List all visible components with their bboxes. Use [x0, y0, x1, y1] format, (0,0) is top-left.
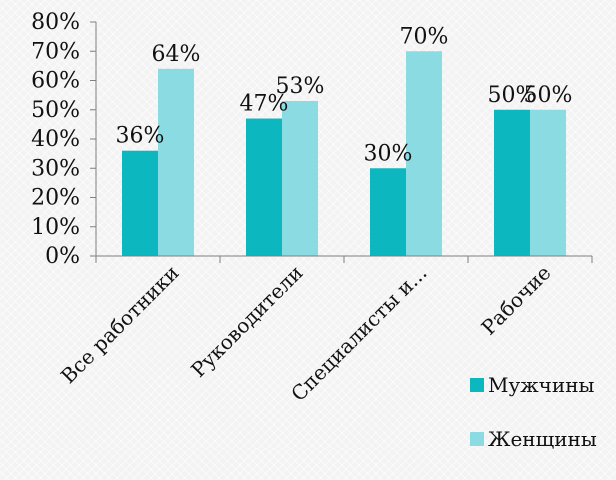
y-tick-label: 70%	[31, 39, 80, 64]
bar-women	[530, 109, 566, 256]
legend-swatch-men	[470, 378, 484, 392]
y-tick-label: 10%	[31, 215, 80, 240]
y-tick-label: 30%	[31, 156, 80, 181]
y-tick-label: 0%	[45, 244, 80, 269]
category-label: Все работники	[56, 261, 184, 389]
bar-men	[494, 109, 530, 256]
data-label: 64%	[152, 42, 201, 67]
category-label: Руководители	[186, 261, 307, 382]
y-tick-label: 50%	[31, 98, 80, 123]
data-label: 50%	[488, 83, 537, 108]
bar-men	[122, 150, 158, 256]
data-label: 36%	[116, 124, 165, 149]
bar-women	[406, 51, 442, 256]
legend-item-women: Женщины	[470, 426, 616, 452]
legend-label-women: Женщины	[488, 427, 597, 451]
chart-legend: Мужчины Женщины	[470, 372, 616, 480]
y-tick-label: 40%	[31, 127, 80, 152]
legend-swatch-women	[470, 432, 484, 446]
y-tick-label: 20%	[31, 186, 80, 211]
category-label: Специалисты и...	[286, 261, 431, 406]
data-label: 53%	[276, 74, 325, 99]
category-label: Рабочие	[476, 261, 555, 340]
bar-women	[282, 100, 318, 256]
bar-women	[158, 68, 194, 256]
bar-chart: 0% 10% 20% 30% 40% 50% 60% 70% 80% 36% 47% 30% 50% 6…	[31, 10, 597, 451]
bar-men	[246, 118, 282, 257]
legend-item-men: Мужчины	[470, 372, 616, 398]
data-label: 30%	[364, 141, 413, 166]
y-tick-label: 80%	[31, 10, 80, 35]
data-label: 70%	[400, 24, 449, 49]
chart-canvas: 0% 10% 20% 30% 40% 50% 60% 70% 80% 36% 47% 30% 50% 6…	[31, 10, 593, 406]
data-label: 47%	[240, 92, 289, 117]
bar-men	[370, 168, 406, 256]
y-tick-label: 60%	[31, 69, 80, 94]
legend-label-men: Мужчины	[488, 373, 595, 397]
data-label: 50%	[524, 83, 573, 108]
